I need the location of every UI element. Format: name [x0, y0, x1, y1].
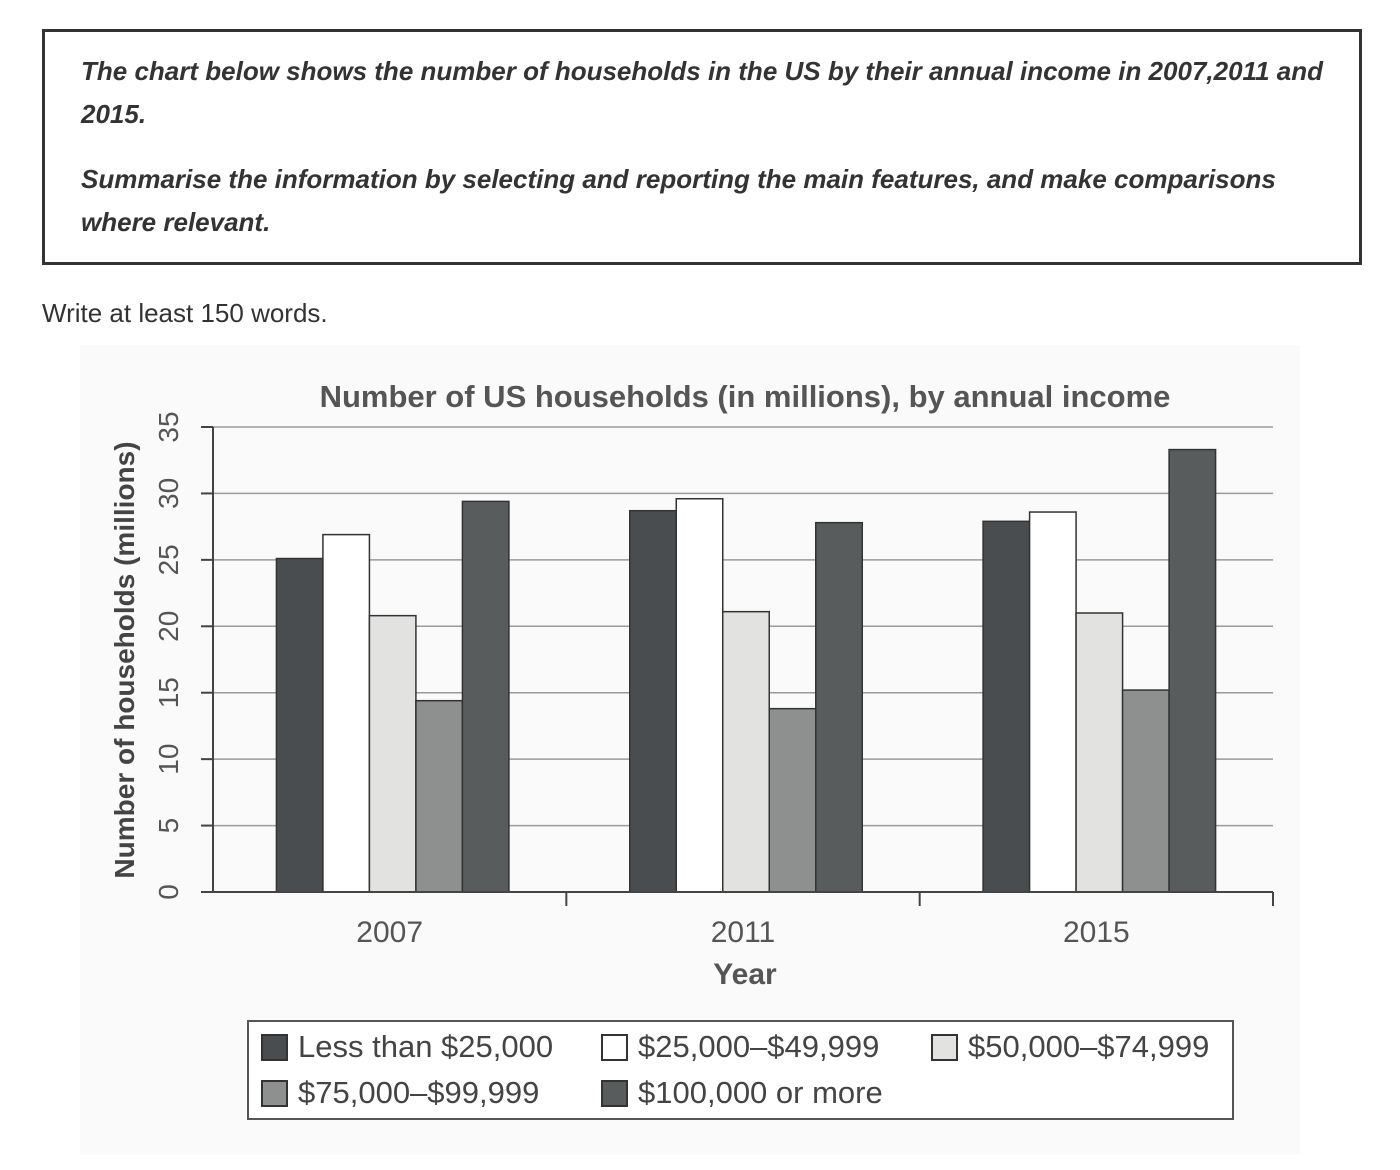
y-tick-label: 10 — [153, 744, 184, 775]
x-tick-label: 2015 — [1063, 916, 1130, 949]
y-tick-label: 5 — [153, 818, 184, 834]
bar — [1169, 450, 1216, 892]
y-tick-label: 30 — [153, 478, 184, 509]
y-tick-label: 0 — [153, 884, 184, 900]
legend-label: $75,000–$99,999 — [298, 1075, 539, 1111]
bar — [723, 612, 770, 892]
bar — [983, 521, 1029, 892]
chart-title: Number of US households (in millions), b… — [320, 379, 1171, 414]
x-tick-label: 2007 — [356, 916, 423, 949]
legend-item-lt25k: Less than $25,000 — [261, 1029, 553, 1065]
legend-item-50k-75k: $50,000–$74,999 — [931, 1029, 1209, 1065]
legend-item-100k-plus: $100,000 or more — [601, 1075, 883, 1111]
legend-swatch — [261, 1034, 288, 1061]
y-axis-label: Number of households (millions) — [109, 441, 140, 878]
bar — [462, 501, 509, 892]
y-tick-label: 35 — [153, 411, 184, 442]
legend-swatch — [261, 1080, 288, 1107]
bar — [769, 709, 816, 892]
bar — [676, 499, 723, 892]
legend-swatch — [931, 1034, 958, 1061]
bar — [630, 511, 677, 892]
legend-swatch — [601, 1034, 628, 1061]
legend-swatch — [601, 1080, 628, 1107]
bar — [1123, 690, 1170, 892]
legend-label: $100,000 or more — [638, 1075, 883, 1111]
legend-label: $50,000–$74,999 — [968, 1029, 1209, 1065]
x-axis-label: Year — [713, 958, 777, 991]
bar — [369, 616, 416, 892]
legend-label: $25,000–$49,999 — [638, 1029, 879, 1065]
bar — [1030, 512, 1077, 892]
legend-item-75k-100k: $75,000–$99,999 — [261, 1075, 539, 1111]
y-tick-label: 20 — [153, 611, 184, 642]
bar — [416, 701, 463, 892]
bar — [323, 535, 370, 892]
y-tick-label: 25 — [153, 544, 184, 575]
bar — [276, 559, 323, 892]
y-tick-label: 15 — [153, 677, 184, 708]
x-tick-label: 2011 — [711, 916, 776, 949]
legend-item-25k-50k: $25,000–$49,999 — [601, 1029, 879, 1065]
legend-label: Less than $25,000 — [298, 1029, 553, 1065]
bar — [816, 523, 863, 892]
bar — [1076, 613, 1123, 892]
chart-legend: Less than $25,000 $25,000–$49,999 $50,00… — [247, 1020, 1234, 1120]
